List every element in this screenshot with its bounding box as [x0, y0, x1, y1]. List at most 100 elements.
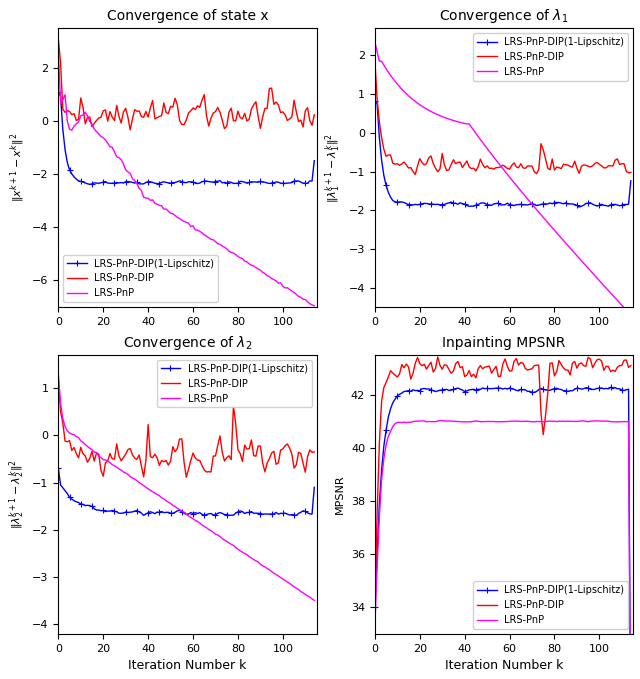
LRS-PnP-DIP(1-Lipschitz): [526, 200, 534, 208]
LRS-PnP-DIP(1-Lipschitz): [212, 177, 220, 185]
Line: LRS-PnP-DIP: LRS-PnP-DIP: [375, 357, 631, 607]
LRS-PnP: [404, 418, 412, 426]
LRS-PnP-DIP: [412, 170, 419, 179]
LRS-PnP: [596, 276, 604, 285]
LRS-PnP-DIP(1-Lipschitz): [54, 464, 62, 473]
LRS-PnP: [54, 370, 62, 378]
LRS-PnP-DIP: [456, 158, 464, 166]
LRS-PnP-DIP: [281, 441, 289, 449]
Title: Convergence of $\lambda_2$: Convergence of $\lambda_2$: [123, 333, 252, 352]
LRS-PnP-DIP: [54, 375, 62, 383]
LRS-PnP-DIP: [598, 357, 605, 365]
X-axis label: Iteration Number k: Iteration Number k: [445, 659, 563, 672]
LRS-PnP-DIP(1-Lipschitz): [575, 203, 583, 211]
Title: Inpainting MPSNR: Inpainting MPSNR: [442, 335, 566, 350]
LRS-PnP-DIP(1-Lipschitz): [607, 383, 614, 391]
LRS-PnP-DIP: [212, 452, 220, 460]
LRS-PnP-DIP(1-Lipschitz): [429, 200, 437, 208]
Title: Convergence of $\lambda_1$: Convergence of $\lambda_1$: [439, 7, 569, 25]
LRS-PnP-DIP: [404, 363, 412, 371]
LRS-PnP-DIP(1-Lipschitz): [88, 502, 96, 511]
LRS-PnP: [468, 123, 476, 131]
LRS-PnP-DIP(1-Lipschitz): [371, 97, 379, 105]
LRS-PnP-DIP: [54, 35, 62, 43]
Y-axis label: MPSNR: MPSNR: [335, 475, 346, 514]
LRS-PnP-DIP: [456, 363, 464, 371]
LRS-PnP-DIP: [126, 126, 134, 134]
LRS-PnP: [470, 417, 477, 425]
LRS-PnP-DIP(1-Lipschitz): [404, 200, 412, 208]
LRS-PnP-DIP: [434, 353, 442, 361]
LRS-PnP-DIP: [627, 361, 635, 369]
LRS-PnP-DIP: [281, 111, 289, 119]
Line: LRS-PnP-DIP(1-Lipschitz): LRS-PnP-DIP(1-Lipschitz): [372, 384, 634, 679]
Legend: LRS-PnP-DIP(1-Lipschitz), LRS-PnP-DIP, LRS-PnP: LRS-PnP-DIP(1-Lipschitz), LRS-PnP-DIP, L…: [63, 255, 218, 302]
Line: LRS-PnP-DIP(1-Lipschitz): LRS-PnP-DIP(1-Lipschitz): [372, 98, 634, 210]
LRS-PnP-DIP(1-Lipschitz): [90, 179, 98, 187]
LRS-PnP: [526, 198, 534, 206]
LRS-PnP: [371, 38, 379, 46]
LRS-PnP-DIP(1-Lipschitz): [596, 384, 604, 392]
LRS-PnP-DIP(1-Lipschitz): [454, 200, 462, 208]
LRS-PnP: [113, 153, 120, 161]
LRS-PnP-DIP: [88, 447, 96, 456]
LRS-PnP: [279, 282, 287, 291]
Line: LRS-PnP-DIP(1-Lipschitz): LRS-PnP-DIP(1-Lipschitz): [56, 465, 317, 518]
Line: LRS-PnP-DIP(1-Lipschitz): LRS-PnP-DIP(1-Lipschitz): [56, 90, 317, 187]
LRS-PnP: [429, 109, 437, 117]
LRS-PnP-DIP(1-Lipschitz): [454, 384, 462, 392]
Legend: LRS-PnP-DIP(1-Lipschitz), LRS-PnP-DIP, LRS-PnP: LRS-PnP-DIP(1-Lipschitz), LRS-PnP-DIP, L…: [473, 33, 628, 81]
LRS-PnP-DIP: [310, 111, 318, 119]
LRS-PnP: [598, 417, 605, 425]
Line: LRS-PnP-DIP: LRS-PnP-DIP: [375, 60, 631, 175]
LRS-PnP-DIP(1-Lipschitz): [371, 603, 379, 611]
Y-axis label: $\|\lambda_1^{k+1} - \lambda_1^k\|^2$: $\|\lambda_1^{k+1} - \lambda_1^k\|^2$: [323, 132, 343, 202]
Legend: LRS-PnP-DIP(1-Lipschitz), LRS-PnP-DIP, LRS-PnP: LRS-PnP-DIP(1-Lipschitz), LRS-PnP-DIP, L…: [157, 360, 312, 407]
Line: LRS-PnP: LRS-PnP: [58, 374, 314, 600]
LRS-PnP: [528, 418, 536, 426]
LRS-PnP-DIP(1-Lipschitz): [151, 510, 159, 518]
LRS-PnP-DIP: [140, 113, 147, 122]
LRS-PnP: [454, 117, 462, 126]
LRS-PnP-DIP(1-Lipschitz): [86, 180, 93, 188]
LRS-PnP: [138, 480, 145, 488]
LRS-PnP: [151, 489, 159, 497]
LRS-PnP: [209, 528, 217, 536]
Y-axis label: $\|x^{k+1} - x^k\|^2$: $\|x^{k+1} - x^k\|^2$: [8, 133, 26, 202]
LRS-PnP-DIP: [431, 164, 439, 172]
LRS-PnP-DIP(1-Lipschitz): [310, 483, 318, 492]
LRS-PnP-DIP(1-Lipschitz): [627, 177, 635, 185]
LRS-PnP-DIP(1-Lipschitz): [138, 509, 145, 517]
LRS-PnP-DIP: [138, 462, 145, 470]
LRS-PnP-DIP: [88, 123, 96, 131]
LRS-PnP: [456, 418, 464, 426]
LRS-PnP: [404, 92, 412, 100]
Line: LRS-PnP: LRS-PnP: [375, 420, 631, 679]
LRS-PnP-DIP: [627, 168, 635, 177]
LRS-PnP-DIP: [153, 113, 161, 122]
LRS-PnP: [627, 311, 635, 319]
LRS-PnP-DIP(1-Lipschitz): [292, 511, 300, 519]
LRS-PnP-DIP(1-Lipschitz): [54, 88, 62, 96]
LRS-PnP-DIP(1-Lipschitz): [113, 508, 120, 516]
Title: Convergence of state x: Convergence of state x: [107, 9, 268, 23]
LRS-PnP-DIP: [470, 164, 477, 172]
LRS-PnP: [436, 416, 444, 424]
LRS-PnP: [151, 199, 159, 207]
Line: LRS-PnP: LRS-PnP: [375, 42, 631, 315]
LRS-PnP-DIP: [113, 101, 120, 109]
LRS-PnP: [279, 575, 287, 583]
LRS-PnP-DIP: [371, 603, 379, 611]
LRS-PnP: [371, 622, 379, 630]
LRS-PnP-DIP(1-Lipschitz): [209, 511, 217, 519]
LRS-PnP-DIP: [598, 162, 605, 170]
LRS-PnP-DIP: [113, 440, 120, 448]
LRS-PnP: [310, 301, 318, 310]
Line: LRS-PnP: LRS-PnP: [58, 52, 314, 306]
LRS-PnP-DIP(1-Lipschitz): [468, 386, 476, 394]
LRS-PnP: [138, 187, 145, 195]
LRS-PnP-DIP: [182, 473, 190, 481]
LRS-PnP: [88, 120, 96, 128]
LRS-PnP: [113, 463, 120, 471]
LRS-PnP-DIP(1-Lipschitz): [140, 180, 147, 188]
